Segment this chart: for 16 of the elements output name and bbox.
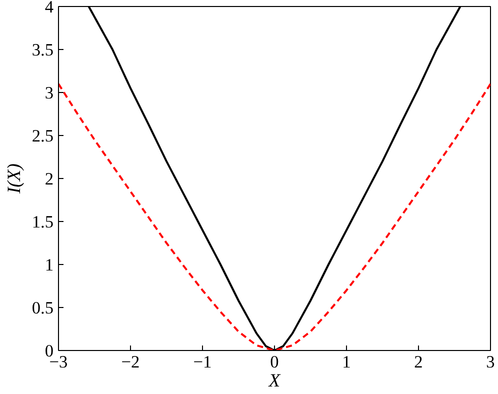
y-axis-title: I(X) [4, 163, 25, 195]
y-tick-label: 3.5 [32, 40, 54, 60]
y-tick-label: 3 [44, 84, 54, 102]
x-tick-label: −1 [193, 352, 212, 372]
x-tick-label: 2 [414, 352, 423, 372]
y-tick-label: 1.5 [32, 212, 54, 232]
y-tick-label: 4 [44, 0, 54, 16]
x-tick-label: 1 [342, 352, 351, 372]
x-tick-label: 0 [270, 352, 279, 372]
y-tick-label: 2 [44, 170, 54, 188]
x-axis-title: X [268, 370, 281, 392]
y-tick-label: 0.5 [32, 298, 54, 318]
x-tick-label: −2 [121, 352, 140, 372]
y-tick-label: 1 [44, 256, 54, 274]
y-tick-label: 2.5 [32, 126, 54, 146]
x-tick-label: 3 [486, 352, 495, 372]
